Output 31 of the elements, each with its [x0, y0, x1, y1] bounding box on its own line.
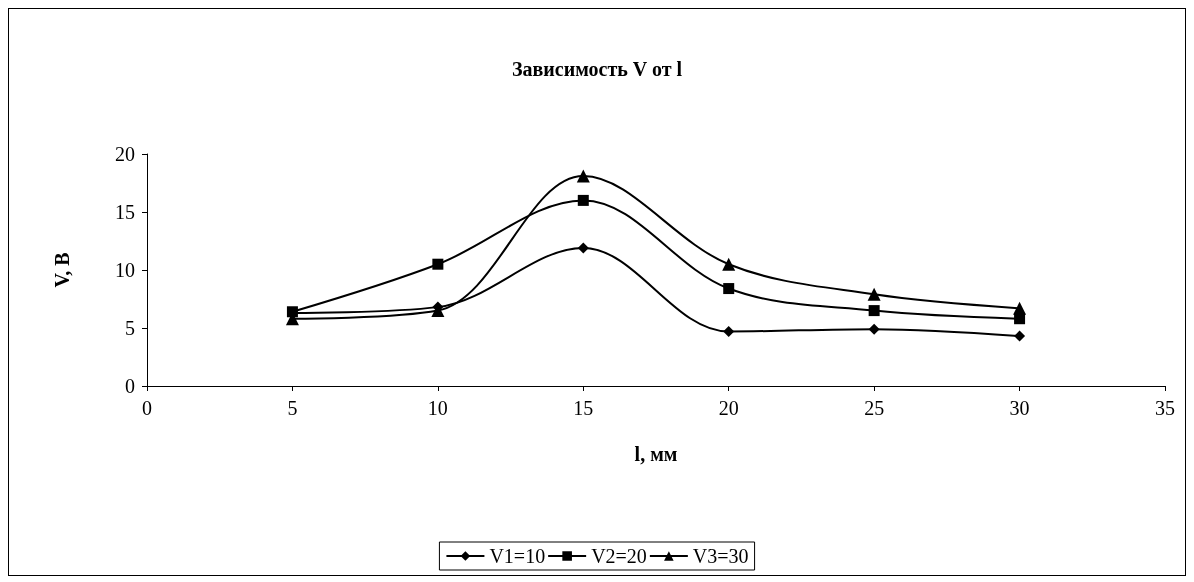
y-tick-label: 20: [115, 143, 135, 165]
x-tick-label: 25: [864, 397, 885, 419]
point: [722, 257, 736, 271]
y-tick-label: 5: [125, 317, 135, 339]
x-tick-label: 5: [287, 397, 298, 419]
point: [576, 169, 590, 183]
x-axis-title: l, мм: [634, 443, 678, 465]
y-tick-label: 0: [125, 375, 135, 397]
point: [1013, 301, 1027, 315]
y-tick-label: 10: [115, 259, 135, 281]
x-tick-label: 35: [1155, 397, 1175, 419]
point: [577, 242, 589, 254]
x-tick-label: 10: [427, 397, 448, 419]
point: [1014, 330, 1026, 342]
point: [577, 194, 589, 206]
x-tick-label: 0: [142, 397, 152, 419]
point: [723, 325, 735, 337]
point: [868, 305, 880, 317]
y-axis-title: V, В: [51, 252, 73, 288]
point: [432, 258, 444, 270]
point: [867, 287, 881, 301]
legend-label: V1=10: [489, 545, 546, 567]
point: [868, 323, 880, 335]
chart-title: Зависимость V от l: [511, 58, 683, 80]
y-tick-label: 15: [115, 201, 135, 223]
x-tick-label: 15: [573, 397, 594, 419]
x-tick-label: 20: [718, 397, 739, 419]
x-tick-label: 30: [1009, 397, 1030, 419]
legend-label: V2=20: [591, 545, 647, 567]
legend-label: V3=30: [692, 545, 749, 567]
point: [723, 283, 735, 295]
